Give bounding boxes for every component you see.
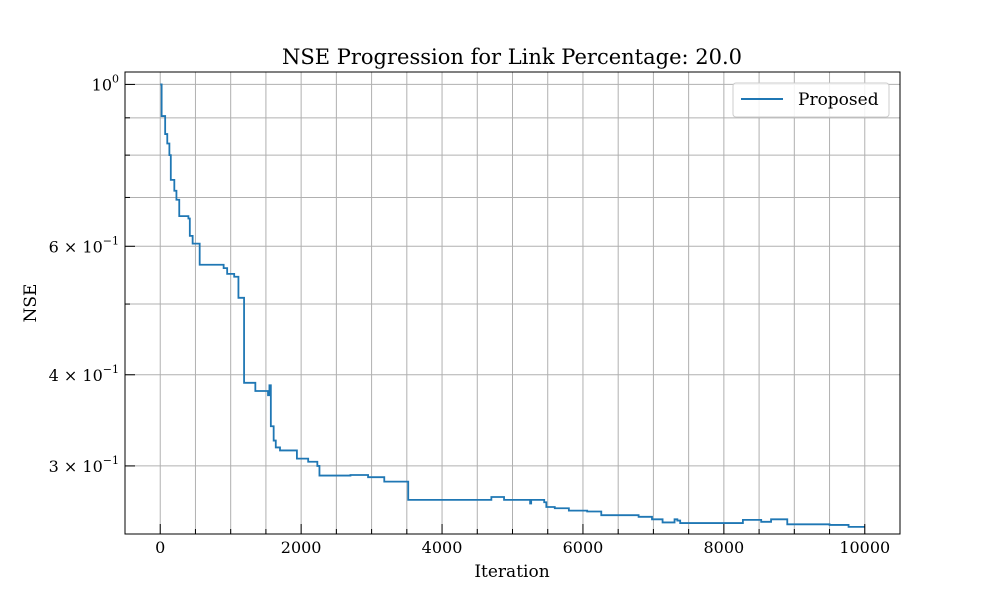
- y-axis-label: NSE: [21, 284, 41, 323]
- x-axis-label: Iteration: [474, 562, 549, 582]
- series-layer: [160, 83, 865, 528]
- x-tick-label: 0: [155, 538, 165, 557]
- y-tick-label: 3 × 10−1: [49, 454, 119, 476]
- x-tick-label: 2000: [281, 538, 322, 557]
- x-tick-label: 4000: [422, 538, 463, 557]
- grid: [125, 72, 900, 534]
- legend-label-proposed: Proposed: [798, 90, 879, 110]
- tick-labels: 0 2000 4000 6000 8000 10000 100 6 × 10−1 4 × 10−…: [49, 72, 891, 557]
- y-tick-label: 6 × 10−1: [49, 234, 119, 256]
- series-line-proposed: [160, 83, 865, 528]
- x-tick-label: 8000: [704, 538, 745, 557]
- x-tick-label: 6000: [563, 538, 604, 557]
- legend: Proposed: [732, 82, 890, 118]
- x-tick-label: 10000: [839, 538, 890, 557]
- chart-title: NSE Progression for Link Percentage: 20.…: [282, 45, 742, 69]
- tick-marks: [125, 83, 866, 534]
- y-tick-label: 100: [92, 72, 119, 94]
- legend-box: [732, 82, 890, 118]
- y-tick-label: 4 × 10−1: [49, 363, 119, 385]
